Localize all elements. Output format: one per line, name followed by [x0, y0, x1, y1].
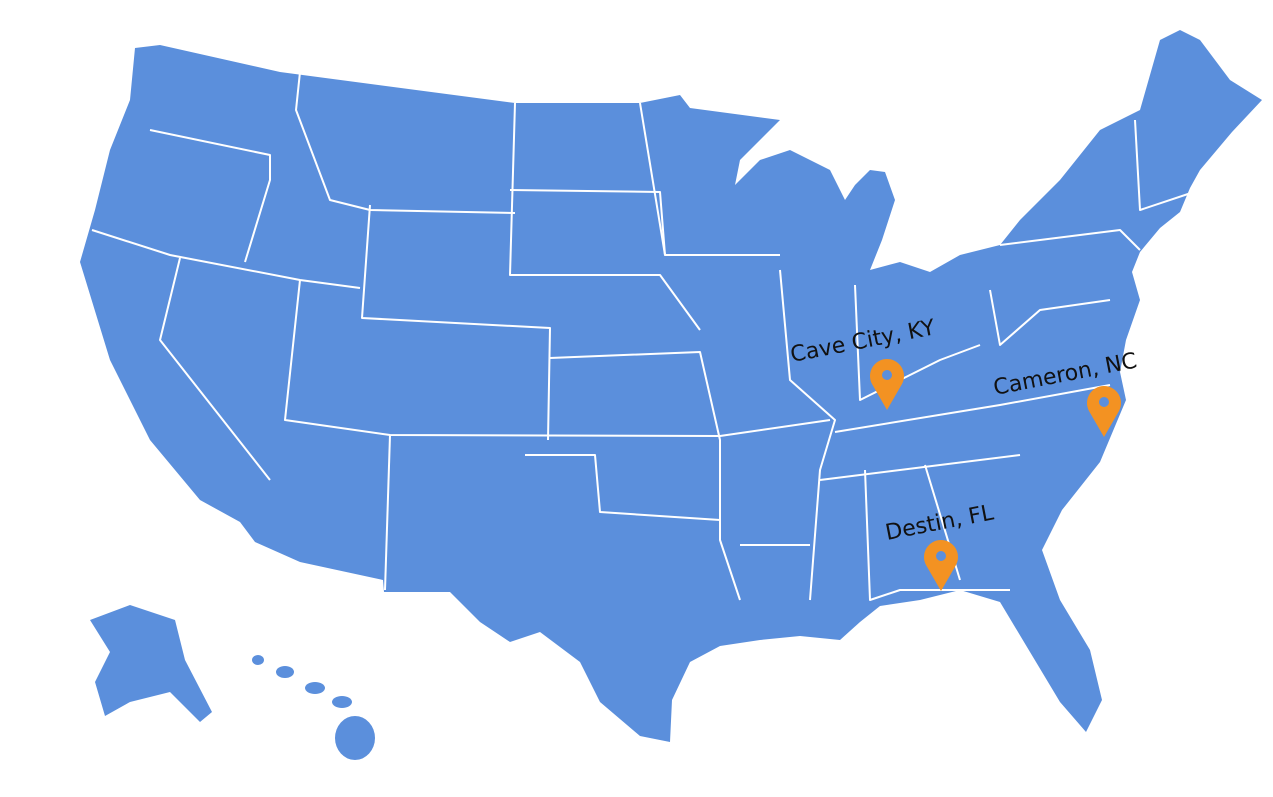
hawaii: [252, 655, 375, 760]
us-landmass: [80, 30, 1262, 742]
map-pin-icon[interactable]: [869, 359, 904, 410]
alaska: [90, 605, 212, 722]
contiguous-us: [80, 30, 1262, 742]
map-pin-icon[interactable]: [1087, 386, 1121, 437]
map-pin-icon[interactable]: [924, 540, 958, 591]
